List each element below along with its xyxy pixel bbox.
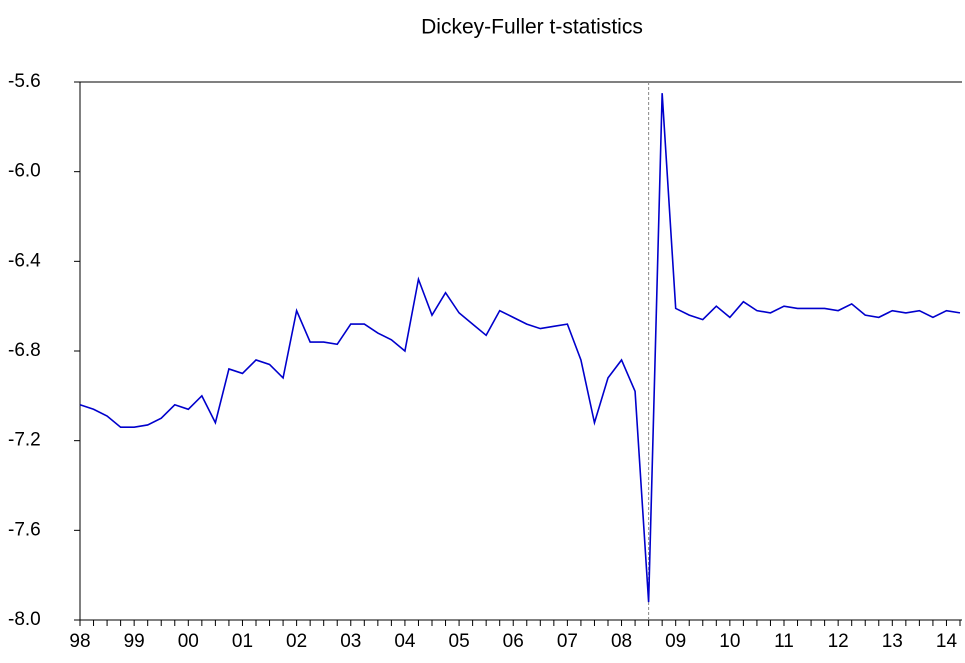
- x-tick-label: 03: [340, 631, 361, 652]
- y-tick-label: -7.6: [8, 519, 41, 540]
- x-tick-label: 10: [719, 631, 740, 652]
- y-tick-label: -7.2: [8, 430, 41, 451]
- x-tick-label: 14: [936, 631, 958, 652]
- x-tick-label: 04: [394, 631, 416, 652]
- x-tick-label: 01: [232, 631, 253, 652]
- x-tick-label: 12: [828, 631, 849, 652]
- y-tick-label: -6.8: [8, 340, 41, 361]
- x-tick-label: 08: [611, 631, 632, 652]
- x-tick-label: 02: [286, 631, 307, 652]
- line-series: [79, 93, 961, 603]
- x-tick-label: 07: [557, 631, 578, 652]
- y-tick-label: -6.0: [8, 161, 41, 182]
- y-tick-label: -8.0: [8, 609, 41, 630]
- x-tick-label: 06: [503, 631, 524, 652]
- x-tick-label: 00: [178, 631, 199, 652]
- x-tick-label: 11: [774, 631, 794, 652]
- x-tick-label: 99: [124, 631, 145, 652]
- y-tick-label: -6.4: [8, 250, 41, 271]
- x-tick-label: 98: [69, 631, 90, 652]
- x-tick-label: 09: [665, 631, 686, 652]
- y-tick-label: -5.6: [8, 71, 41, 92]
- chart-title: Dickey-Fuller t-statistics: [421, 16, 643, 39]
- x-tick-label: 05: [449, 631, 470, 652]
- x-tick-label: 13: [882, 631, 903, 652]
